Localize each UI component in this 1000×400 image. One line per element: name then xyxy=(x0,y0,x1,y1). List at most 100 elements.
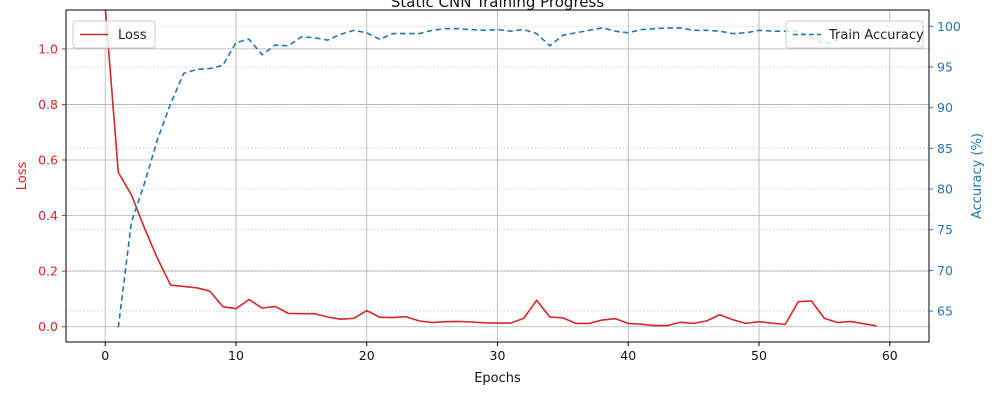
train-accuracy-point xyxy=(692,29,694,31)
right-tick-label: 65 xyxy=(937,304,953,319)
loss-point xyxy=(196,287,198,289)
train-accuracy-point xyxy=(379,38,381,40)
loss-point xyxy=(784,323,786,325)
train-accuracy-point xyxy=(261,54,263,56)
train-accuracy-series-line xyxy=(117,27,838,328)
left-tick-label: 0.2 xyxy=(38,264,58,279)
train-accuracy-point xyxy=(248,38,250,40)
x-axis-ticks: 0 10 20 30 40 50 60 xyxy=(101,342,898,363)
left-tick-label: 0.6 xyxy=(38,153,58,168)
right-tick-label: 70 xyxy=(937,263,953,278)
loss-point xyxy=(745,322,747,324)
x-tick-label: 60 xyxy=(882,348,898,363)
loss-point xyxy=(274,305,276,307)
train-accuracy-point xyxy=(522,28,524,30)
loss-point xyxy=(352,317,354,319)
right-tick-label: 100 xyxy=(937,19,961,34)
train-accuracy-point xyxy=(366,32,368,34)
loss-point xyxy=(692,322,694,324)
loss-point xyxy=(549,316,551,318)
loss-point xyxy=(640,323,642,325)
train-accuracy-point xyxy=(588,29,590,31)
loss-point xyxy=(326,316,328,318)
train-accuracy-point xyxy=(496,28,498,30)
x-tick-label: 10 xyxy=(228,348,244,363)
loss-point xyxy=(209,290,211,292)
legend-train-accuracy: Train Accuracy xyxy=(785,20,924,49)
loss-point xyxy=(771,322,773,324)
train-accuracy-point xyxy=(745,32,747,34)
train-accuracy-point xyxy=(156,138,158,140)
loss-point xyxy=(496,322,498,324)
loss-point xyxy=(862,322,864,324)
loss-point xyxy=(339,318,341,320)
loss-point xyxy=(509,322,511,324)
loss-point xyxy=(418,320,420,322)
loss-point xyxy=(627,322,629,324)
loss-point xyxy=(679,321,681,323)
train-accuracy-point xyxy=(562,34,564,36)
legend-train-accuracy-label: Train Accuracy xyxy=(828,28,924,43)
train-accuracy-point xyxy=(313,36,315,38)
loss-point xyxy=(392,316,394,318)
loss-point xyxy=(706,320,708,322)
train-accuracy-point xyxy=(666,27,668,29)
train-accuracy-point xyxy=(653,28,655,30)
left-axis-title: Loss xyxy=(15,162,30,191)
train-accuracy-point xyxy=(627,32,629,34)
right-axis-title: Accuracy (%) xyxy=(970,133,985,219)
loss-point xyxy=(470,321,472,323)
right-axis-ticks: 65 70 75 80 85 90 95 100 xyxy=(929,19,961,319)
right-tick-label: 90 xyxy=(937,100,953,115)
train-accuracy-point xyxy=(339,33,341,35)
loss-series-line xyxy=(104,10,877,327)
x-tick-label: 30 xyxy=(490,348,506,363)
loss-point xyxy=(366,309,368,311)
loss-point xyxy=(536,299,538,301)
loss-point xyxy=(182,285,184,287)
right-tick-label: 75 xyxy=(937,222,953,237)
loss-point xyxy=(562,317,564,319)
loss-point xyxy=(823,317,825,319)
right-tick-label: 95 xyxy=(937,59,953,74)
left-tick-label: 0.8 xyxy=(38,97,58,112)
x-tick-label: 40 xyxy=(620,348,636,363)
legend-loss-label: Loss xyxy=(118,28,147,43)
train-accuracy-point xyxy=(758,29,760,31)
train-accuracy-point xyxy=(614,30,616,32)
train-accuracy-point xyxy=(483,29,485,31)
x-tick-label: 20 xyxy=(359,348,375,363)
loss-point xyxy=(614,317,616,319)
series-clip-group xyxy=(104,10,877,328)
train-accuracy-point xyxy=(169,102,171,104)
loss-point xyxy=(758,321,760,323)
loss-point xyxy=(836,321,838,323)
loss-point xyxy=(222,306,224,308)
left-tick-label: 0.4 xyxy=(38,208,58,223)
train-accuracy-point xyxy=(640,28,642,30)
train-accuracy-point xyxy=(287,45,289,47)
train-accuracy-point xyxy=(405,32,407,34)
loss-point xyxy=(287,312,289,314)
loss-point xyxy=(653,324,655,326)
train-accuracy-point xyxy=(209,67,211,69)
legend-loss-box xyxy=(72,20,156,49)
train-accuracy-point xyxy=(732,32,734,34)
loss-point xyxy=(575,322,577,324)
loss-point xyxy=(444,321,446,323)
train-accuracy-point xyxy=(222,64,224,66)
loss-point xyxy=(810,300,812,302)
x-axis-title: Epochs xyxy=(474,371,521,386)
train-accuracy-point xyxy=(352,29,354,31)
train-accuracy-point xyxy=(117,326,119,328)
legend-train-accuracy-box xyxy=(785,20,924,49)
train-accuracy-point xyxy=(679,27,681,29)
right-tick-label: 85 xyxy=(937,141,953,156)
loss-point xyxy=(522,317,524,319)
loss-point xyxy=(431,321,433,323)
left-tick-label: 1.0 xyxy=(38,41,58,56)
loss-point xyxy=(248,298,250,300)
train-accuracy-point xyxy=(235,41,237,43)
loss-point xyxy=(483,322,485,324)
grid-layer xyxy=(66,10,929,342)
